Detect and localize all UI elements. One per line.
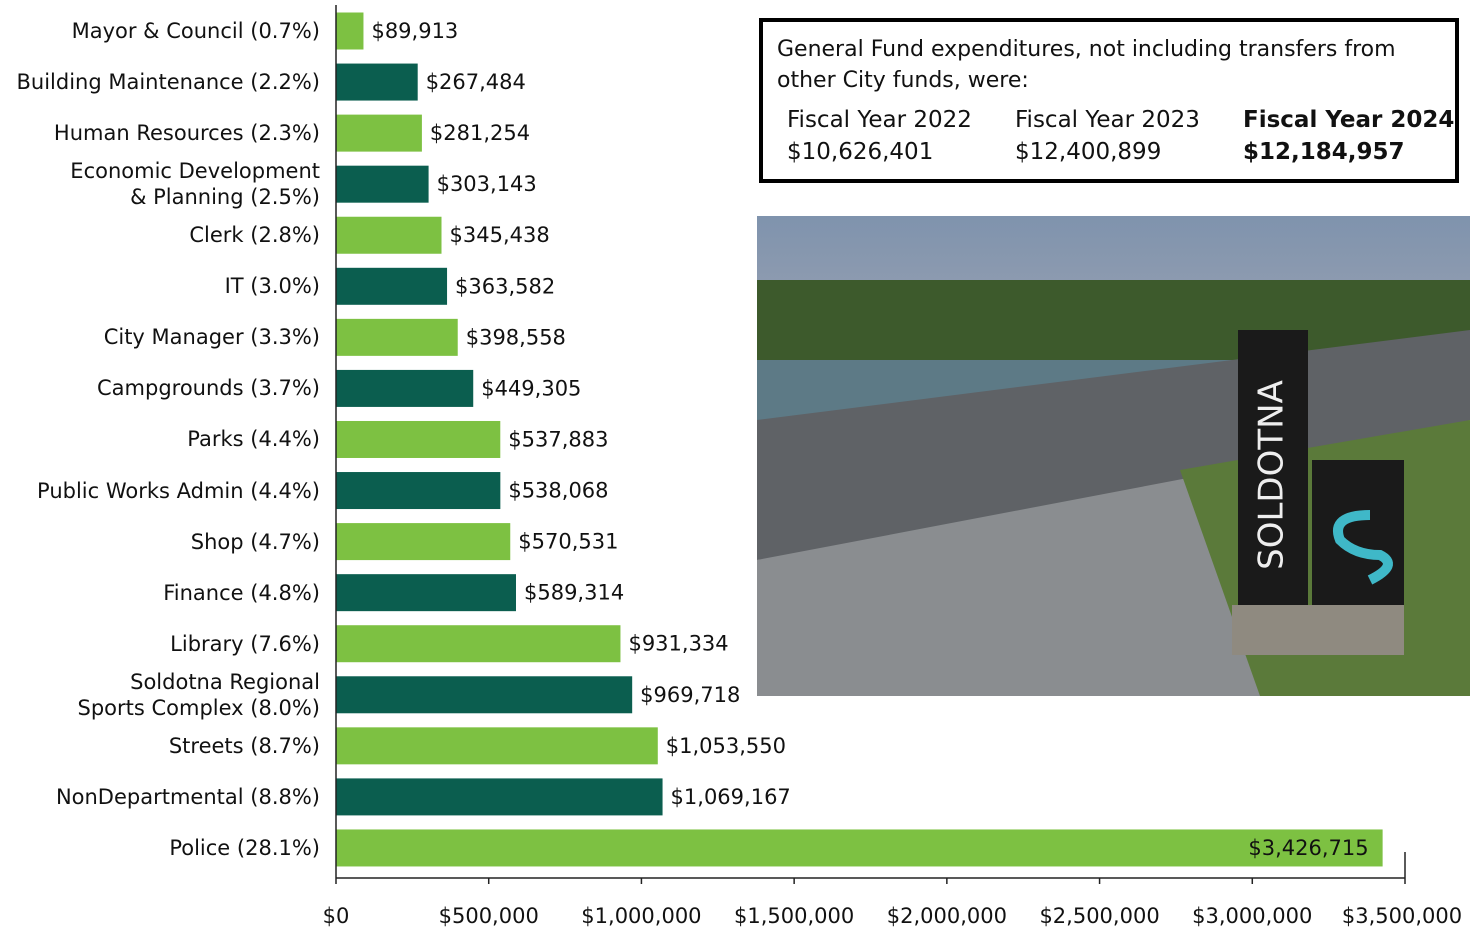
value-label: $589,314 bbox=[524, 581, 624, 605]
value-label: $89,913 bbox=[371, 19, 458, 43]
year-value: $12,400,899 bbox=[1015, 139, 1162, 165]
year: Fiscal Year 2022 $10,626,401 bbox=[787, 104, 1015, 168]
bar bbox=[336, 12, 364, 50]
year-label: Fiscal Year 2023 bbox=[1015, 107, 1200, 133]
value-label: $363,582 bbox=[455, 274, 555, 298]
category-label: Building Maintenance (2.2%) bbox=[16, 70, 320, 95]
category-label: Parks (4.4%) bbox=[187, 427, 320, 452]
bar bbox=[336, 114, 422, 152]
category-label: Economic Development & Planning (2.5%) bbox=[70, 159, 320, 210]
year: Fiscal Year 2024 $12,184,957 bbox=[1243, 104, 1471, 168]
value-label: $345,438 bbox=[450, 223, 550, 247]
bar bbox=[336, 625, 621, 663]
x-tick-label: $2,500,000 bbox=[1039, 904, 1159, 928]
value-label: $1,053,550 bbox=[666, 734, 786, 758]
value-label: $303,143 bbox=[437, 172, 537, 196]
category-label: Shop (4.7%) bbox=[190, 529, 320, 554]
bar bbox=[336, 216, 442, 254]
bar bbox=[336, 369, 474, 407]
bar bbox=[336, 472, 501, 510]
sign-text: SOLDOTNA bbox=[1252, 380, 1292, 570]
category-label: Human Resources (2.3%) bbox=[53, 121, 320, 146]
category-label: Public Works Admin (4.4%) bbox=[37, 478, 320, 503]
value-label: $538,068 bbox=[508, 479, 608, 503]
bar bbox=[336, 165, 429, 203]
years: Fiscal Year 2022 $10,626,401 Fiscal Year 2… bbox=[777, 104, 1454, 168]
bar bbox=[336, 267, 448, 305]
category-label: Campgrounds (3.7%) bbox=[97, 376, 320, 401]
x-tick-label: $0 bbox=[323, 904, 350, 928]
x-tick-label: $2,000,000 bbox=[887, 904, 1007, 928]
year-label: Fiscal Year 2022 bbox=[787, 107, 972, 133]
category-label: Clerk (2.8%) bbox=[189, 223, 320, 248]
value-label: $537,883 bbox=[508, 427, 608, 451]
category-label: Streets (8.7%) bbox=[168, 733, 320, 758]
category-label: Soldotna Regional Sports Complex (8.0%) bbox=[77, 669, 320, 720]
photo: SOLDOTNA bbox=[757, 216, 1470, 696]
category-label: City Manager (3.3%) bbox=[103, 325, 320, 350]
value-label: $398,558 bbox=[466, 325, 566, 349]
bar bbox=[336, 420, 501, 458]
x-tick-label: $500,000 bbox=[439, 904, 539, 928]
category-label: Finance (4.8%) bbox=[163, 580, 320, 605]
value-label: $3,426,715 bbox=[1248, 836, 1368, 860]
year: Fiscal Year 2023 $12,400,899 bbox=[1015, 104, 1243, 168]
category-label: IT (3.0%) bbox=[224, 274, 320, 299]
bar bbox=[336, 727, 658, 765]
category-label: NonDepartmental (8.8%) bbox=[55, 784, 320, 809]
x-tick-label: $1,000,000 bbox=[581, 904, 701, 928]
value-label: $931,334 bbox=[628, 632, 728, 656]
bar bbox=[336, 574, 516, 612]
year-label: Fiscal Year 2024 bbox=[1243, 107, 1455, 133]
value-label: $1,069,167 bbox=[671, 785, 791, 809]
bar bbox=[336, 829, 1383, 867]
bar bbox=[336, 523, 511, 561]
value-label: $969,718 bbox=[640, 683, 740, 707]
bar bbox=[336, 778, 663, 816]
bar bbox=[336, 318, 458, 356]
value-label: $267,484 bbox=[426, 70, 526, 94]
category-label: Library (7.6%) bbox=[170, 631, 320, 656]
info-box: General Fund expenditures, not including… bbox=[759, 18, 1459, 183]
category-label: Police (28.1%) bbox=[169, 835, 320, 860]
bar bbox=[336, 63, 418, 101]
year-value: $10,626,401 bbox=[787, 139, 934, 165]
bar bbox=[336, 676, 633, 714]
info-text: General Fund expenditures, not including… bbox=[777, 37, 1396, 93]
year-value: $12,184,957 bbox=[1243, 139, 1405, 165]
x-tick-label: $3,000,000 bbox=[1192, 904, 1312, 928]
value-label: $281,254 bbox=[430, 121, 530, 145]
value-label: $449,305 bbox=[481, 376, 581, 400]
x-tick-label: $1,500,000 bbox=[734, 904, 854, 928]
x-tick-label: $3,500,000 bbox=[1342, 904, 1462, 928]
category-label: Mayor & Council (0.7%) bbox=[71, 19, 320, 43]
value-label: $570,531 bbox=[518, 530, 618, 554]
